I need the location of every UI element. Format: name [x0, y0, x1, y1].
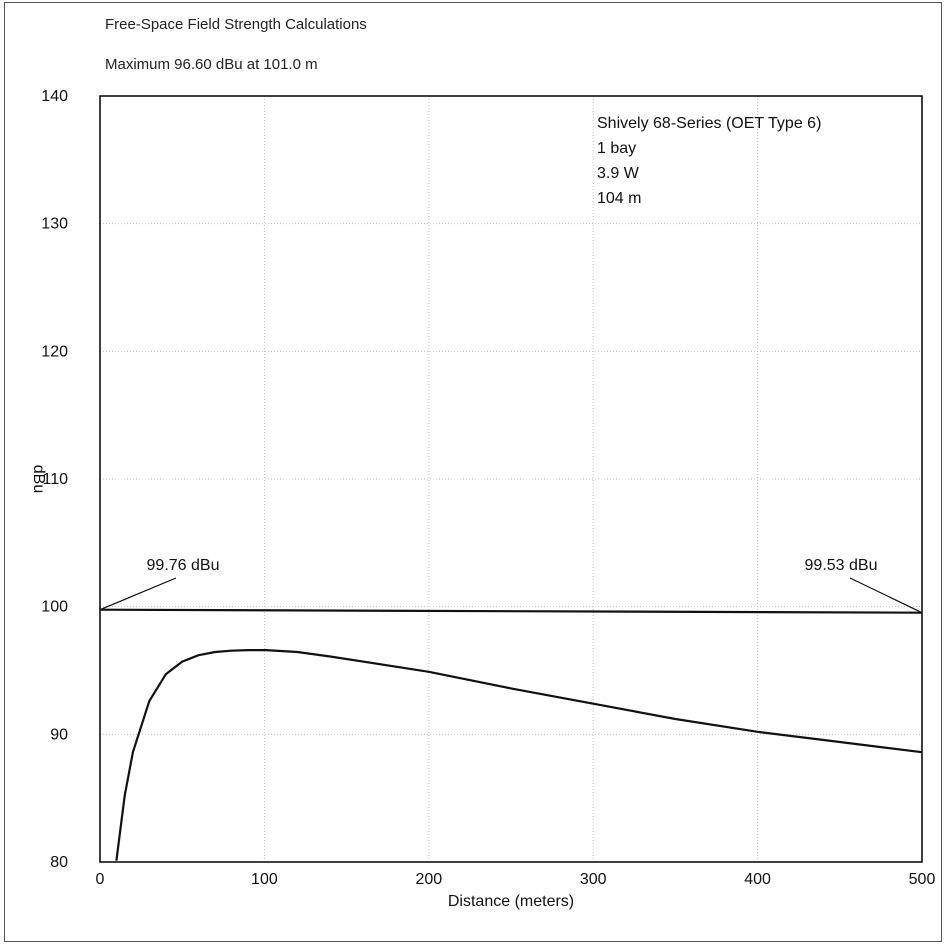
legend-line: 104 m: [597, 190, 641, 207]
legend-line: Shively 68-Series (OET Type 6): [597, 115, 821, 132]
tick-labels: 0 100 200 300 400 500 80 90 100 110 120 130 140: [41, 88, 935, 888]
reference-line: [99, 608, 923, 614]
x-tick-label: 500: [909, 871, 936, 888]
series-layer: [99, 608, 923, 861]
annotation-label-left: 99.76 dBu: [147, 557, 220, 574]
field-strength-line: [115, 648, 923, 861]
y-tick-label: 110: [42, 471, 68, 488]
x-tick-label: 0: [96, 871, 105, 888]
annotations: 99.76 dBu 99.53 dBu: [99, 557, 923, 614]
plot-area: [99, 95, 923, 863]
x-tick-label: 200: [415, 871, 442, 888]
annotation-leader-right: [849, 577, 923, 614]
x-tick-label: 300: [580, 871, 607, 888]
y-tick-label: 120: [41, 343, 68, 360]
chart-title: Free-Space Field Strength Calculations: [105, 16, 367, 33]
y-tick-label: 90: [50, 726, 68, 743]
y-tick-label: 140: [41, 88, 68, 105]
grid: [100, 96, 922, 862]
annotation-leader-left: [99, 577, 177, 611]
annotation-label-right: 99.53 dBu: [805, 557, 878, 574]
x-tick-label: 100: [251, 871, 278, 888]
legend-line: 1 bay: [597, 140, 636, 157]
chart-subtitle: Maximum 96.60 dBu at 101.0 m: [105, 56, 318, 73]
y-tick-label: 130: [41, 216, 68, 233]
y-tick-label: 80: [50, 854, 68, 871]
y-axis-label: dBu: [30, 465, 47, 493]
legend-line: 3.9 W: [597, 165, 640, 182]
y-tick-label: 100: [41, 599, 68, 616]
legend-block: Shively 68-Series (OET Type 6) 1 bay 3.9 W…: [597, 115, 821, 207]
x-axis-label: Distance (meters): [448, 893, 574, 910]
chart-frame: [4, 2, 942, 942]
x-tick-label: 400: [744, 871, 771, 888]
